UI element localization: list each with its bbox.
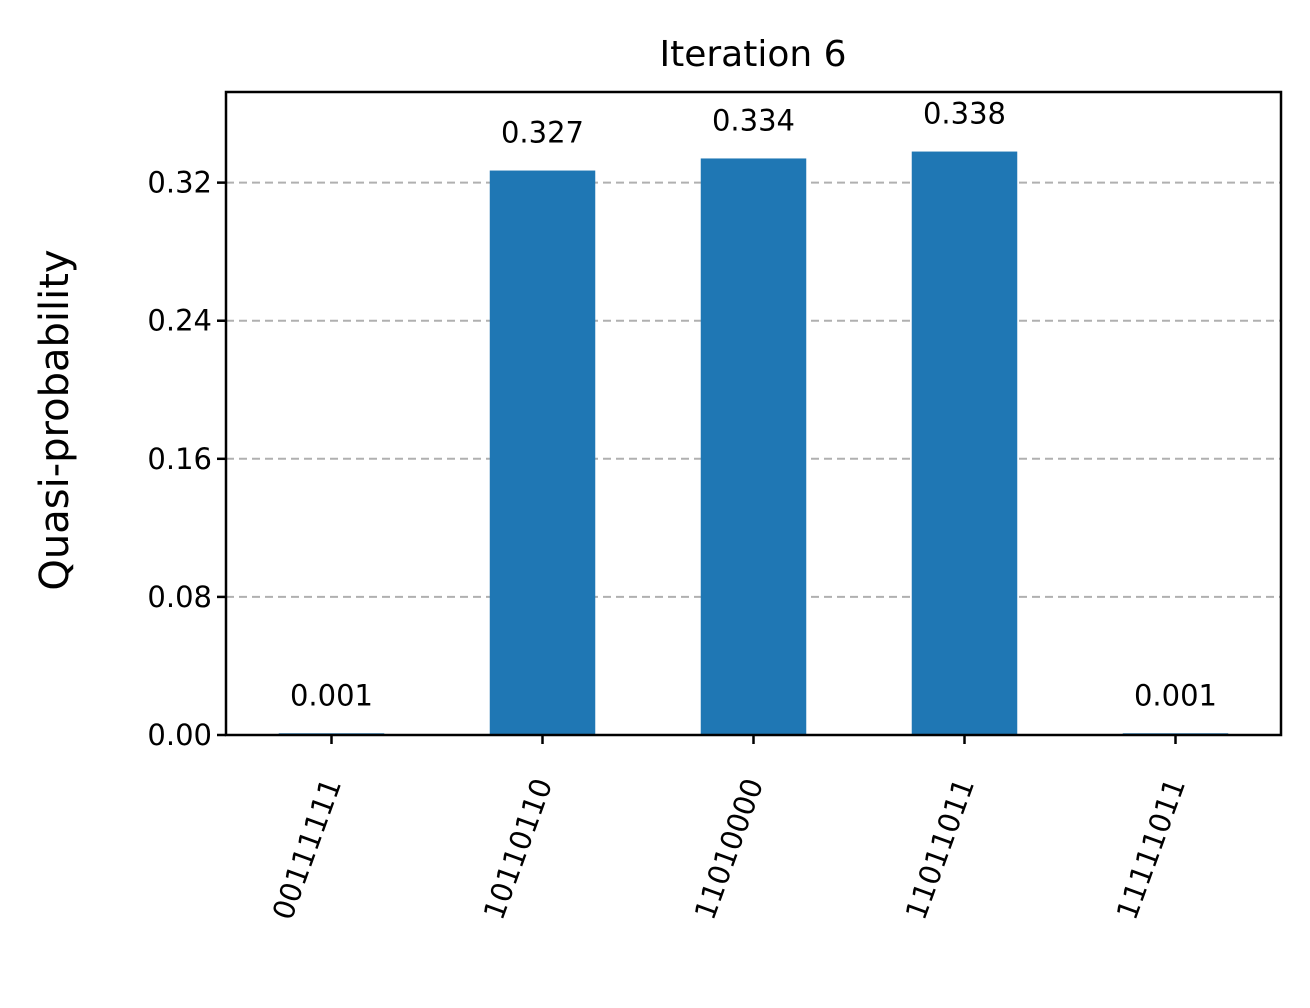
data-label: 0.338 (923, 97, 1006, 131)
data-label: 0.001 (290, 678, 373, 712)
bars (278, 151, 1229, 736)
x-tick-label: 10110110 (477, 774, 559, 924)
x-tick-label: 11011011 (899, 774, 981, 924)
data-labels: 0.001 0.327 0.334 0.338 0.001 (290, 97, 1217, 713)
data-label: 0.327 (501, 116, 584, 150)
y-axis-title: Quasi-probability (32, 249, 78, 590)
bar (489, 170, 596, 735)
x-tick-label: 00111111 (266, 774, 348, 924)
y-axis: 0.00 0.08 0.16 0.24 0.32 (147, 166, 226, 752)
y-tick-label: 0.24 (147, 304, 212, 338)
data-label: 0.001 (1134, 678, 1217, 712)
x-tick-label: 11010000 (688, 774, 770, 924)
x-tick-label: 11111011 (1110, 774, 1192, 924)
bar (911, 151, 1018, 735)
bar (700, 158, 807, 736)
chart-title: Iteration 6 (659, 34, 846, 75)
y-tick-label: 0.32 (147, 166, 212, 200)
y-tick-label: 0.16 (147, 442, 212, 476)
y-tick-label: 0.00 (147, 718, 212, 752)
y-tick-label: 0.08 (147, 580, 212, 614)
data-label: 0.334 (712, 103, 795, 137)
x-axis: 00111111 10110110 11010000 11011011 11111011 (266, 735, 1192, 924)
